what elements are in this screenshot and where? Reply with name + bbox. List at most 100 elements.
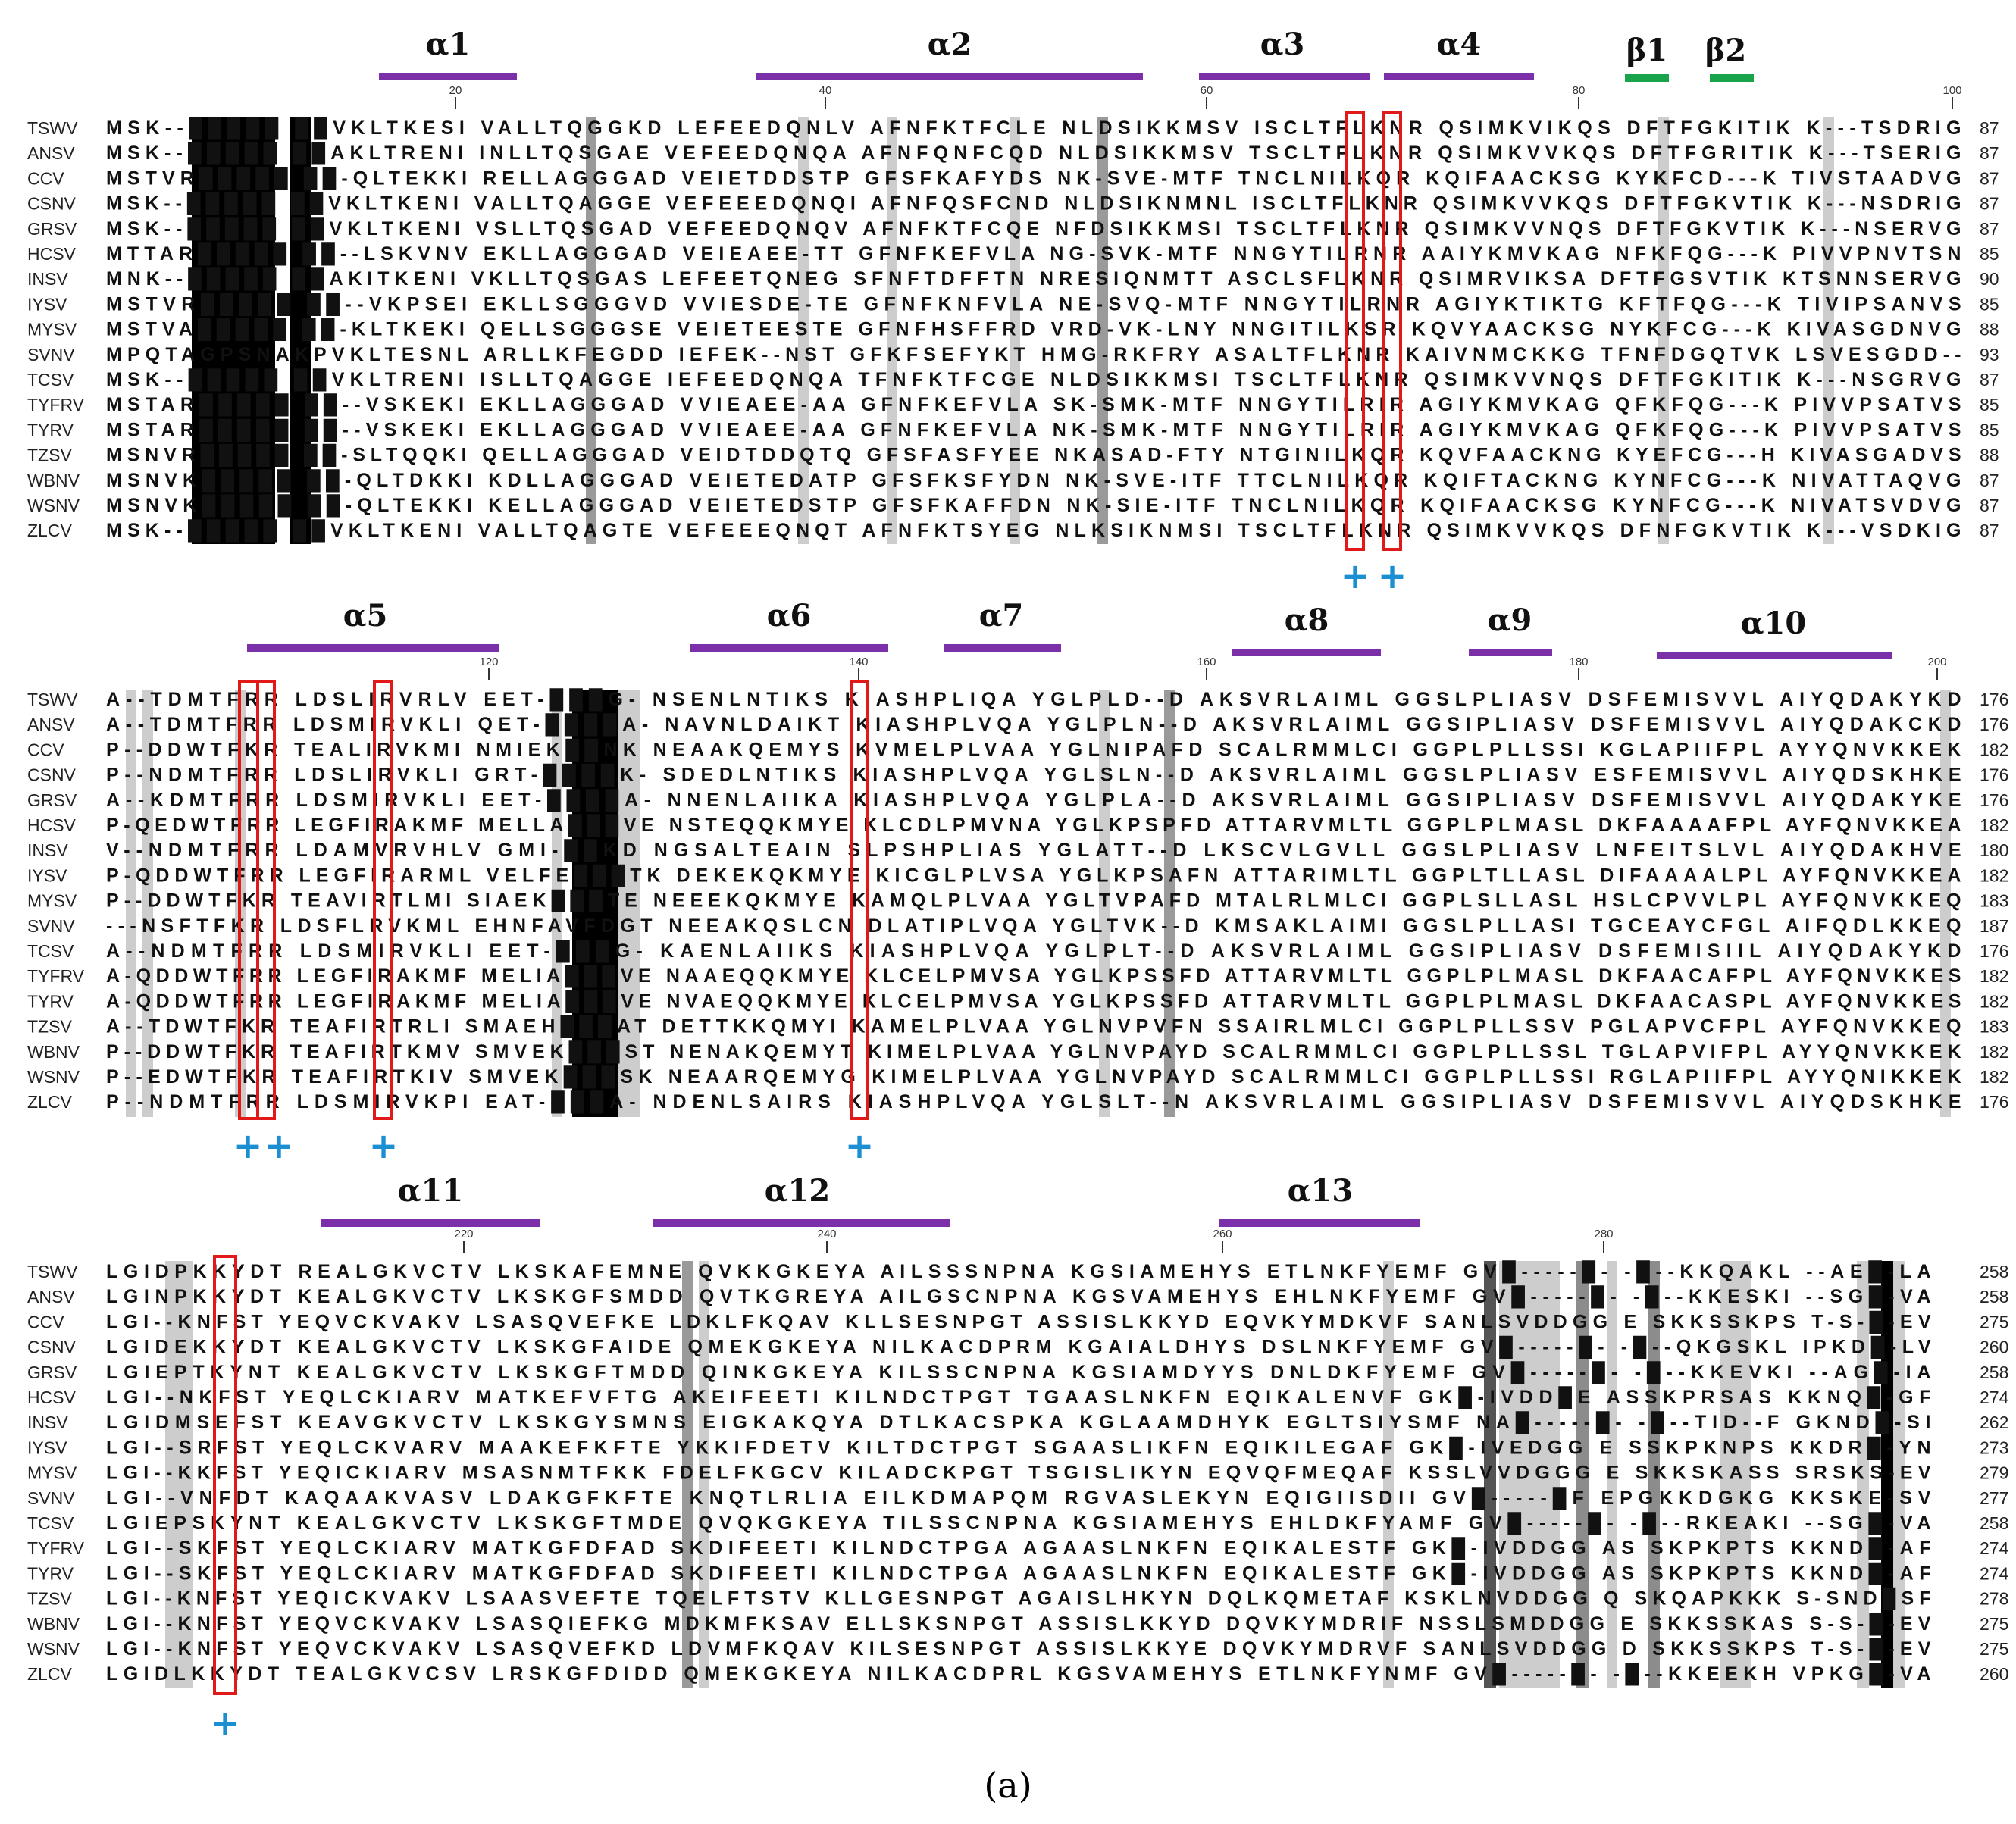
secondary-structure-track: α11 α12 α13 — [321, 1173, 1420, 1227]
helix-bar-a12 — [653, 1219, 950, 1227]
conserved-residue-boxes — [1345, 111, 1402, 551]
basic-residue-markers: + + + + — [233, 1125, 875, 1166]
ruler-label: 240 — [817, 1228, 836, 1241]
helix-bar-a9 — [1469, 649, 1552, 656]
residue-count: 183 — [1980, 1017, 2008, 1037]
species-label: IYSV — [27, 865, 67, 885]
residue-count: 262 — [1980, 1413, 2008, 1432]
sequence-row: TZSV A--TDWTFKR TEAFIRTRLI SMAEH███AT DET… — [27, 1015, 2008, 1039]
helix-bar-a1 — [379, 73, 517, 80]
species-label: TZSV — [27, 446, 72, 465]
ruler-label: 140 — [849, 655, 868, 668]
shade-column-black — [1881, 1261, 1893, 1688]
residue-count: 87 — [1980, 118, 1999, 138]
sequence-text: LGIDMSEFST KEAVGKVCTV LKSKGYSMNS EIGKAKQ… — [106, 1411, 1933, 1434]
residue-count: 277 — [1980, 1488, 2008, 1508]
residue-count: 176 — [1980, 715, 2008, 734]
sequence-text: ---NSFTFKR LDSFLRVKML EHNFAVFDGT NEEAKQS… — [106, 915, 1963, 937]
helix-label-a3: α3 — [1260, 27, 1305, 62]
species-label: INSV — [27, 840, 68, 860]
species-label: IYSV — [27, 294, 67, 314]
conserved-column-box — [1345, 111, 1365, 551]
shade-column-light — [1607, 1261, 1617, 1688]
helix-label-a10: α10 — [1741, 605, 1806, 641]
sequence-text: LGIDEKKYDT KEALGKVCTV LKSKGFAIDE QMEKGKE… — [106, 1336, 1933, 1359]
species-label: INSV — [27, 269, 68, 289]
residue-count: 180 — [1980, 840, 2008, 860]
plus-marker: + — [233, 1125, 263, 1166]
ruler-label: 200 — [1927, 655, 1946, 668]
sequence-row: CSNV P--NDMTFRR LDSLIRVKLI GRT-████K- SDE… — [27, 764, 2008, 787]
sequence-text: A--TDMTFRR LDSLIRVRLV EET-███G- NSENLNTI… — [106, 688, 1963, 712]
shade-column-light — [1099, 690, 1110, 1117]
sequence-text: P--DDWTFKR TEAVIRTLMI SIAEK███TE NEEEKQK… — [106, 890, 1963, 913]
residue-count: 258 — [1980, 1287, 2008, 1306]
ruler-label: 60 — [1201, 84, 1213, 97]
residue-count: 87 — [1980, 194, 1999, 214]
shade-column-dark — [1484, 1261, 1496, 1688]
sequence-row: TZSV LGI--KNFST YEQICKVAKV LSAASVEFTE TQE… — [27, 1588, 2008, 1611]
residue-count: 187 — [1980, 916, 2008, 936]
sequence-text: LGI--KNFST YEQICKVAKV LSAASVEFTE TQELFTS… — [106, 1588, 1933, 1611]
sequence-row: GRSV LGIEPTKYNT KEALGKVCTV LKSKGFTMDD QIN… — [27, 1361, 2008, 1384]
sequence-row: TYRV A-QDDWTFRR LEGFIRAKMF MELIA███VE NVA… — [27, 990, 2008, 1013]
sequence-row: ZLCV P--NDMTFRR LDSMIRVKPI EAT-███A- NDEN… — [27, 1090, 2008, 1114]
species-label: CSNV — [27, 765, 77, 785]
shade-column-light — [552, 690, 562, 1117]
sequence-row: TSWV MSK--█████ ██VKLTKESI VALLTQGGKD LEF… — [27, 117, 1999, 140]
species-label: GRSV — [27, 219, 77, 239]
species-label: TSWV — [27, 118, 78, 138]
sequence-row: WSNV P--EDWTFKR TEAFIRTKIV SMVEK███SK NEA… — [27, 1065, 2008, 1089]
strand-label-b2: β2 — [1705, 33, 1746, 68]
ruler-label: 220 — [454, 1228, 473, 1241]
helix-bar-a10 — [1657, 652, 1892, 659]
residue-count: 275 — [1980, 1312, 2008, 1331]
species-label: TYRV — [27, 1563, 74, 1583]
sequence-row: CCV MSTVR█████ ██-QLTEKKI RELLAGGGAD VEIE… — [27, 167, 1999, 190]
secondary-structure-track: α5 α6 α7 α8 α9 α10 — [247, 598, 1892, 659]
shade-column-light — [1720, 1261, 1751, 1688]
shade-column-dark — [1576, 1261, 1589, 1688]
sequence-text: MSK--█████ ██VKLTKESI VALLTQGGKD LEFEEDQ… — [106, 117, 1963, 140]
shade-column-light — [1823, 117, 1834, 544]
shade-column-dark — [1164, 690, 1175, 1117]
strand-label-b1: β1 — [1626, 33, 1667, 68]
helix-label-a11: α11 — [398, 1173, 463, 1209]
residue-count: 85 — [1980, 420, 1999, 440]
sequence-row: INSV LGIDMSEFST KEAVGKVCTV LKSKGYSMNS EIG… — [27, 1411, 2008, 1434]
sequence-text: MSK--█████ ██VKLTKENI VALLTQAGGE VEFEEED… — [106, 192, 1963, 216]
sequence-row: HCSV MTTAR█████ ██--LSKVNV EKLLAGGGAD VEI… — [27, 242, 1999, 266]
sequence-row: MYSV LGI--KKFST YEQICKIARV MSASNMTFKK FDE… — [27, 1463, 2008, 1484]
residue-count: 176 — [1980, 1092, 2008, 1112]
species-label: TYFRV — [27, 966, 85, 986]
shade-column-light — [798, 117, 809, 544]
residue-count: 87 — [1980, 219, 1999, 239]
conservation-shading — [126, 690, 1951, 1117]
sequence-row: SVNV ---NSFTFKR LDSFLRVKML EHNFAVFDGT NEE… — [27, 915, 2008, 937]
species-label: CCV — [27, 1312, 64, 1331]
sequence-row: HCSV P-QEDWTFRR LEGFIRAKMF MELLA███VE NST… — [27, 814, 2008, 837]
sequence-text: MSK--█████ ██VKLTKENI VALLTQAGTE VEFEEEQ… — [106, 519, 1963, 543]
species-label: WSNV — [27, 1067, 80, 1087]
sequence-row: TYFRV A-QDDWTFRR LEGFIRAKMF MELIA███VE NA… — [27, 965, 2008, 988]
helix-bar-a3 — [1199, 73, 1370, 80]
shade-column-light — [1857, 1261, 1869, 1688]
residue-count: 258 — [1980, 1363, 2008, 1382]
residue-count: 90 — [1980, 269, 1999, 289]
helix-bar-a11 — [321, 1219, 540, 1227]
species-label: WBNV — [27, 1042, 80, 1062]
species-label: TYRV — [27, 991, 74, 1011]
residue-count: 182 — [1980, 1067, 2008, 1087]
shade-column-dark — [1648, 1261, 1660, 1688]
sequence-text: MSTVR█████ ██-QLTEKKI RELLAGGGAD VEIETDD… — [106, 167, 1963, 190]
shade-column-black — [192, 117, 275, 544]
sequence-text: A-QDDWTFRR LEGFIRAKMF MELIA███VE NVAEQQK… — [106, 990, 1963, 1013]
helix-label-a9: α9 — [1488, 602, 1532, 638]
sequence-text: MSK--█████ ██VKLTRENI ISLLTQAGGE IEFEEDQ… — [106, 368, 1963, 392]
conserved-column-box — [373, 680, 393, 1120]
shade-column-light — [1893, 1261, 1905, 1688]
species-label: HCSV — [27, 244, 77, 264]
residue-count: 85 — [1980, 395, 1999, 415]
